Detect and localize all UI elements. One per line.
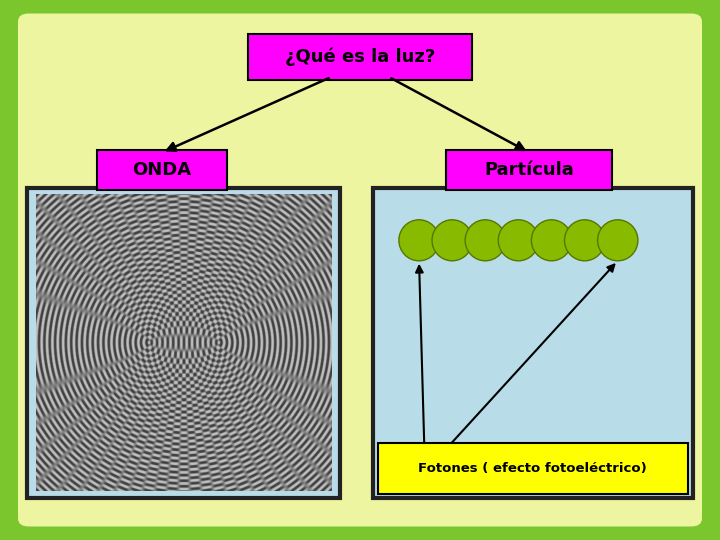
Text: ¿Qué es la luz?: ¿Qué es la luz? [285,48,435,66]
Ellipse shape [498,220,539,261]
Ellipse shape [399,220,439,261]
FancyBboxPatch shape [97,150,227,190]
FancyBboxPatch shape [446,150,612,190]
Text: Fotones ( efecto fotoeléctrico): Fotones ( efecto fotoeléctrico) [418,462,647,475]
FancyBboxPatch shape [248,33,472,79]
Text: Partícula: Partícula [485,161,574,179]
FancyBboxPatch shape [27,188,340,498]
Ellipse shape [432,220,472,261]
Ellipse shape [531,220,572,261]
Ellipse shape [564,220,605,261]
Ellipse shape [598,220,638,261]
FancyBboxPatch shape [18,14,702,526]
FancyBboxPatch shape [373,188,693,498]
Ellipse shape [465,220,505,261]
Text: ONDA: ONDA [132,161,192,179]
FancyBboxPatch shape [378,443,688,494]
